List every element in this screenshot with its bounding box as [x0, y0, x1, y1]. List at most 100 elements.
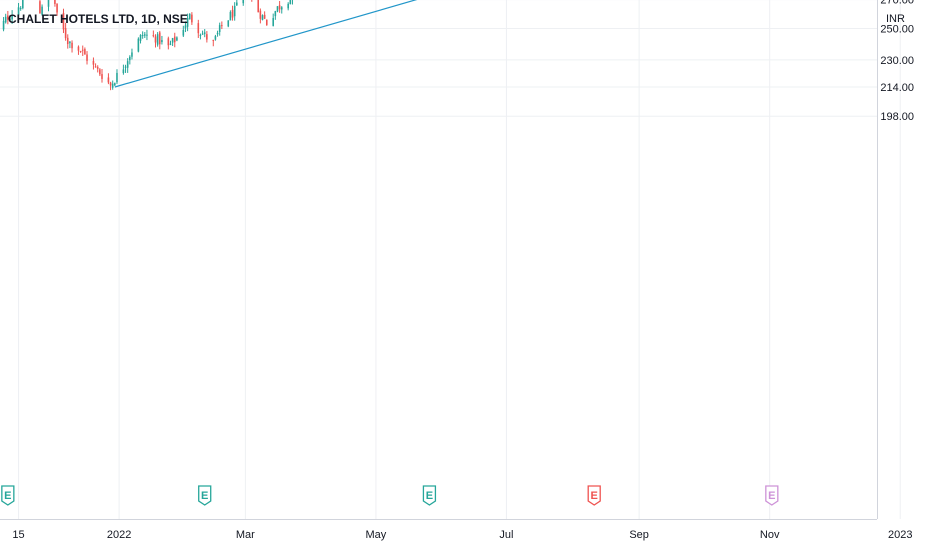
candle-body	[54, 0, 56, 4]
earnings-marker-3[interactable]: E	[587, 485, 601, 506]
candle-body	[122, 69, 125, 74]
y-tick-label[interactable]: 270.00	[880, 0, 914, 7]
candle-body	[280, 7, 283, 10]
candle-body	[137, 38, 140, 52]
earnings-marker-0[interactable]: E	[1, 485, 15, 506]
candle	[257, 0, 260, 13]
candle	[66, 34, 69, 49]
candle	[54, 0, 56, 7]
candle-body	[79, 50, 82, 52]
candle-body	[126, 61, 129, 68]
candle-body	[167, 38, 170, 46]
candle	[161, 35, 163, 45]
x-tick-label[interactable]: Mar	[236, 529, 255, 541]
candle-body	[186, 17, 189, 27]
candle	[229, 10, 232, 21]
candle-body	[22, 0, 24, 9]
candle-body	[47, 0, 50, 7]
candle	[176, 36, 178, 42]
candle	[191, 12, 193, 25]
candle-body	[92, 60, 95, 65]
candle-body	[212, 39, 215, 42]
candle	[77, 45, 80, 55]
y-tick-label[interactable]: 250.00	[880, 24, 914, 36]
earnings-marker-shape[interactable]	[1, 485, 15, 506]
y-tick-label[interactable]: 214.00	[880, 82, 914, 94]
candle	[280, 6, 283, 14]
candle	[227, 20, 230, 28]
grid-lines	[0, 0, 901, 519]
candle-body	[84, 49, 86, 55]
x-tick-label[interactable]: 2023	[888, 529, 912, 541]
earnings-marker-1[interactable]: E	[198, 485, 212, 506]
earnings-marker-2[interactable]: E	[422, 485, 437, 506]
candle	[291, 0, 293, 5]
candle	[92, 57, 95, 70]
candle-body	[257, 0, 260, 13]
candle	[188, 13, 191, 20]
candle-body	[86, 54, 88, 61]
candle-body	[81, 49, 84, 51]
earnings-marker-label[interactable]: E	[768, 490, 775, 502]
candle-body	[231, 9, 234, 18]
candle	[141, 31, 144, 39]
candle-body	[99, 69, 101, 75]
x-tick-label[interactable]: May	[366, 529, 387, 541]
candle	[233, 2, 236, 21]
earnings-marker-4[interactable]: E	[765, 485, 779, 506]
candle-body	[77, 46, 80, 51]
candle	[139, 34, 142, 44]
earnings-marker-shape[interactable]	[765, 485, 779, 506]
candle-body	[154, 36, 157, 43]
candle	[56, 3, 58, 16]
candle	[261, 14, 264, 21]
candle-body	[146, 34, 148, 36]
x-tick-label[interactable]: Jul	[499, 529, 513, 541]
candle	[212, 39, 215, 47]
earnings-marker-shape[interactable]	[422, 485, 437, 506]
y-tick-label[interactable]: 230.00	[880, 55, 914, 67]
candle-body	[176, 37, 178, 41]
candle-body	[206, 34, 208, 40]
candle	[79, 50, 82, 53]
candle-body	[101, 74, 103, 79]
candle-body	[221, 25, 223, 27]
earnings-marker-label[interactable]: E	[4, 490, 11, 502]
candle-body	[41, 6, 43, 15]
candle-body	[144, 34, 146, 36]
candle-body	[139, 34, 142, 41]
earnings-marker-label[interactable]: E	[201, 490, 208, 502]
candle	[99, 68, 101, 77]
earnings-marker-shape[interactable]	[587, 485, 601, 506]
candle	[17, 3, 20, 17]
candle	[2, 17, 5, 32]
candle	[274, 10, 277, 20]
trendline[interactable]	[114, 0, 742, 88]
candle	[62, 8, 65, 34]
earnings-marker-label[interactable]: E	[426, 490, 433, 502]
earnings-marker-label[interactable]: E	[591, 490, 598, 502]
candle-body	[236, 2, 238, 6]
x-tick-label[interactable]: 2022	[107, 529, 131, 541]
earnings-marker-shape[interactable]	[198, 485, 212, 506]
candle-body	[71, 42, 73, 49]
x-tick-label[interactable]: Nov	[760, 529, 780, 541]
y-tick-label[interactable]: 198.00	[880, 111, 914, 123]
candle-body	[191, 14, 193, 23]
candle	[19, 6, 22, 11]
candle	[84, 47, 86, 55]
candle-body	[184, 25, 187, 29]
x-tick-label[interactable]: 15	[12, 529, 24, 541]
x-tick-label[interactable]: Sep	[629, 529, 649, 541]
trendline-annotations[interactable]	[0, 0, 877, 88]
candle-body	[274, 11, 277, 17]
candle-body	[111, 83, 114, 88]
candle	[171, 37, 174, 47]
candle	[265, 19, 268, 26]
candle	[4, 13, 7, 24]
candle-body	[203, 32, 206, 34]
